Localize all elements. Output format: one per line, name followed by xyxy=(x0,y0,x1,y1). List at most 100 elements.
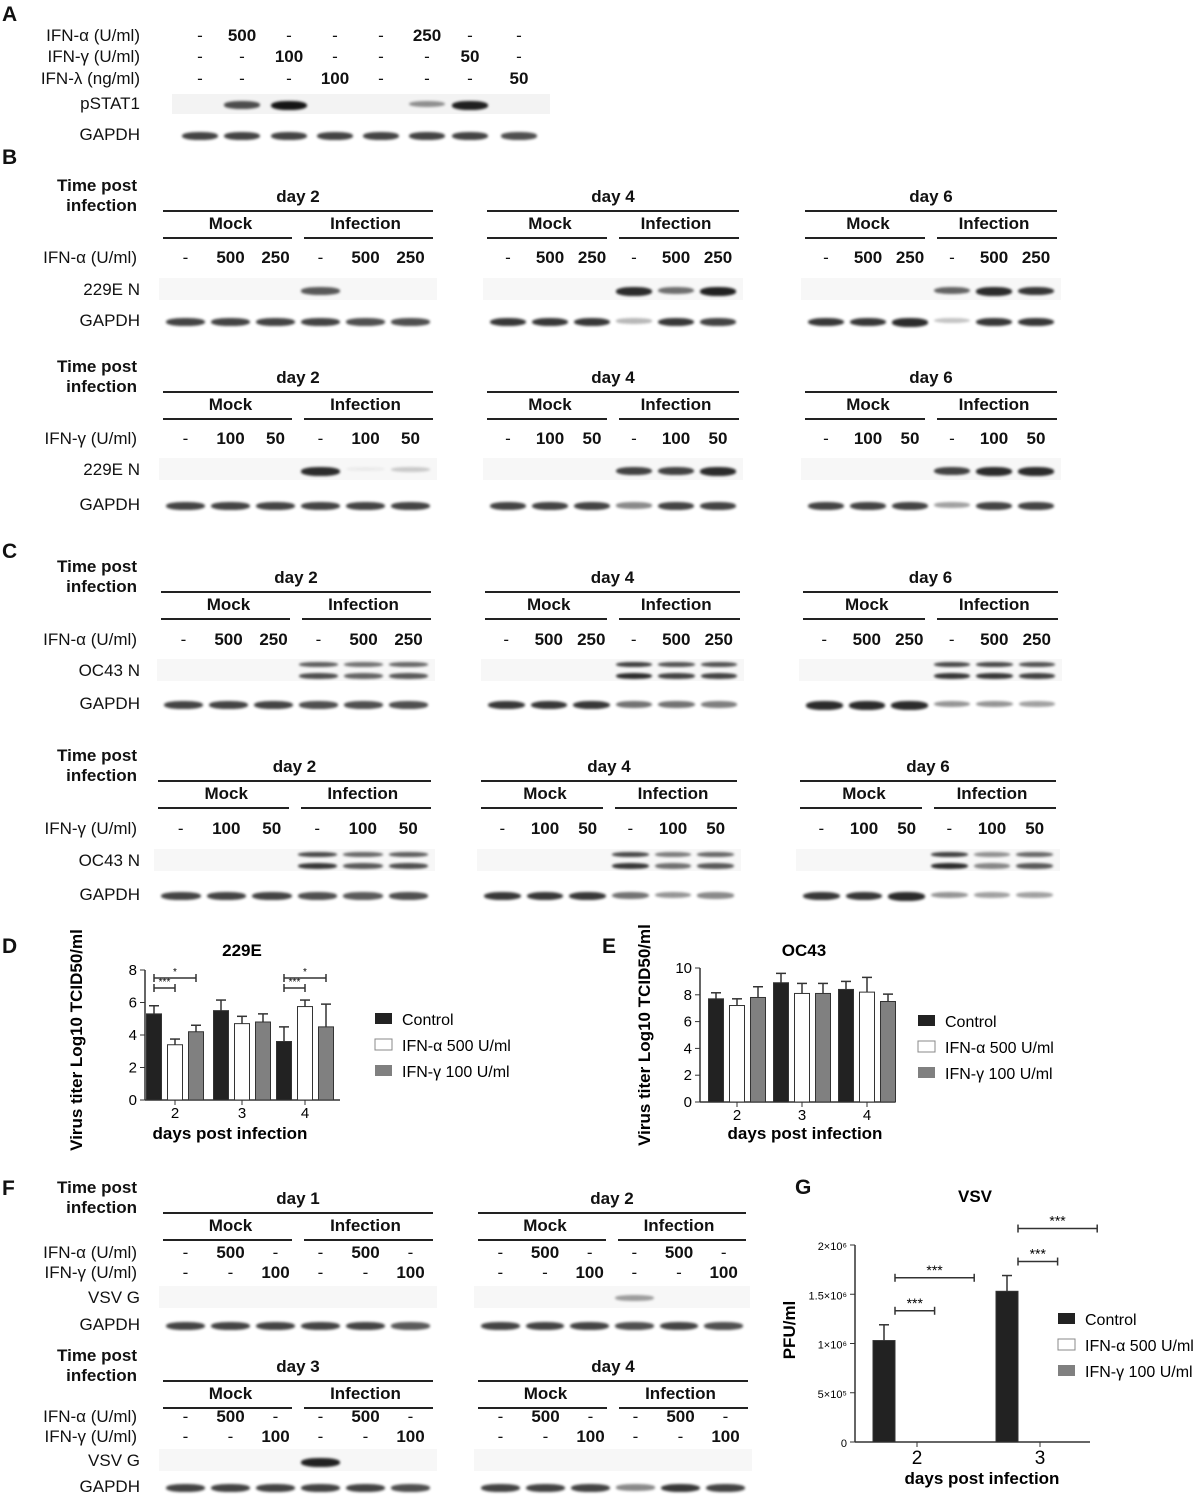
229e-n-band xyxy=(391,467,430,472)
treatment-value: 500 xyxy=(216,1243,245,1262)
gapdh-band xyxy=(532,318,568,327)
treatment-value: - xyxy=(948,630,955,649)
group-divider xyxy=(803,618,925,620)
gapdh-band xyxy=(206,892,246,900)
gapdh-band xyxy=(391,1322,430,1330)
gapdh-band xyxy=(164,701,203,709)
significance-label: *** xyxy=(926,1262,943,1278)
treatment-value: 50 xyxy=(1025,819,1045,838)
group-divider xyxy=(163,1407,292,1409)
legend-swatch xyxy=(375,1065,392,1076)
group-label-infection: Infection xyxy=(328,595,399,614)
oc43-n-band xyxy=(299,673,338,679)
group-divider xyxy=(478,1407,607,1409)
group-label-mock: Mock xyxy=(523,784,567,803)
gapdh-band xyxy=(256,1322,295,1330)
group-label-mock: Mock xyxy=(846,395,890,414)
day-label: day 2 xyxy=(276,187,320,206)
treatment-value: - xyxy=(630,630,637,649)
legend-label: IFN-α 500 U/ml xyxy=(402,1038,511,1055)
treatment-value: 250 xyxy=(394,630,423,649)
group-divider xyxy=(487,418,607,420)
gapdh-band xyxy=(317,132,353,140)
treatment-value: 50 xyxy=(897,819,917,838)
gapdh-band xyxy=(570,1322,609,1330)
treatment-value: - xyxy=(182,248,189,267)
blot-strip xyxy=(474,1449,752,1471)
oc43-n-band xyxy=(612,863,649,869)
gapdh-band xyxy=(211,1322,250,1330)
gapdh-band xyxy=(1018,701,1055,707)
treatment-value: 100 xyxy=(348,819,377,838)
treatment-value: - xyxy=(631,1263,638,1282)
gapdh-band xyxy=(256,318,295,326)
treatment-value: - xyxy=(180,630,187,649)
time-post-infection-label: Time post infection xyxy=(57,357,137,396)
oc43-n-band xyxy=(976,662,1013,667)
229e-n-band xyxy=(616,467,652,475)
bar-ifn-500-u-ml xyxy=(729,1005,745,1103)
treatment-value: - xyxy=(631,1243,638,1262)
gapdh-band xyxy=(490,318,526,327)
treatment-value: 250 xyxy=(895,630,924,649)
gapdh-band xyxy=(1018,318,1054,327)
treatment-value: 100 xyxy=(977,819,1007,838)
oc43-n-band xyxy=(1018,662,1055,667)
blot-strip xyxy=(159,458,437,480)
gapdh-band xyxy=(700,318,736,326)
treatment-value: 50 xyxy=(509,69,529,88)
group-label-mock: Mock xyxy=(523,1384,568,1403)
x-tick-label: 3 xyxy=(238,1105,246,1122)
229e-n-band xyxy=(301,287,340,295)
day-label: day 4 xyxy=(587,757,631,776)
gapdh-band xyxy=(931,892,968,899)
group-divider xyxy=(300,807,431,809)
treatment-label: IFN-α (U/ml) xyxy=(43,1407,137,1426)
treatment-label: IFN-γ (U/ml) xyxy=(44,819,137,838)
group-divider xyxy=(485,618,607,620)
gapdh-band xyxy=(481,1484,520,1492)
gapdh-band xyxy=(658,502,694,510)
gapdh-band xyxy=(256,1484,295,1492)
oc43-n-band xyxy=(933,662,970,667)
group-divider xyxy=(304,1407,433,1409)
gapdh-band xyxy=(569,892,606,901)
x-tick-label: 2 xyxy=(912,1448,923,1469)
treatment-value: - xyxy=(586,1243,593,1262)
treatment-value: - xyxy=(818,819,825,838)
treatment-value: 100 xyxy=(711,1427,740,1446)
blot-strip xyxy=(483,278,743,300)
gapdh-band xyxy=(803,892,840,901)
treatment-value: 50 xyxy=(398,819,418,838)
gapdh-band xyxy=(612,892,649,899)
significance-label: *** xyxy=(907,1295,924,1311)
gapdh-band xyxy=(850,502,886,510)
treatment-value: - xyxy=(505,429,511,448)
treatment-value: - xyxy=(627,819,634,838)
bar-ifn-100-u-ml xyxy=(188,1031,204,1101)
x-tick-label: 3 xyxy=(1035,1448,1046,1469)
blot-strip xyxy=(159,278,437,300)
time-post-infection-label: Time post infection xyxy=(57,176,137,215)
legend-swatch xyxy=(918,1015,935,1026)
treatment-value: 100 xyxy=(535,429,565,448)
treatment-value: 500 xyxy=(534,630,563,649)
bar-ifn-500-u-ml xyxy=(234,1023,250,1101)
bar-control xyxy=(276,1041,292,1101)
chart-title: VSV xyxy=(958,1187,993,1206)
day-divider xyxy=(803,591,1058,593)
bar-ifn-500-u-ml xyxy=(794,992,810,1103)
229e-n-band xyxy=(658,467,694,475)
gapdh-band xyxy=(271,132,307,140)
band-label: 229E N xyxy=(83,280,140,299)
treatment-value: 100 xyxy=(576,1427,605,1446)
pstat1-band xyxy=(224,101,260,109)
day-divider xyxy=(485,591,740,593)
treatment-value: 100 xyxy=(709,1263,738,1282)
treatment-value: 500 xyxy=(979,248,1009,267)
day-label: day 4 xyxy=(591,368,635,387)
legend-swatch xyxy=(1057,1338,1076,1351)
treatment-value: - xyxy=(315,630,322,649)
day-divider xyxy=(163,391,433,393)
treatment-value: 50 xyxy=(582,429,602,448)
